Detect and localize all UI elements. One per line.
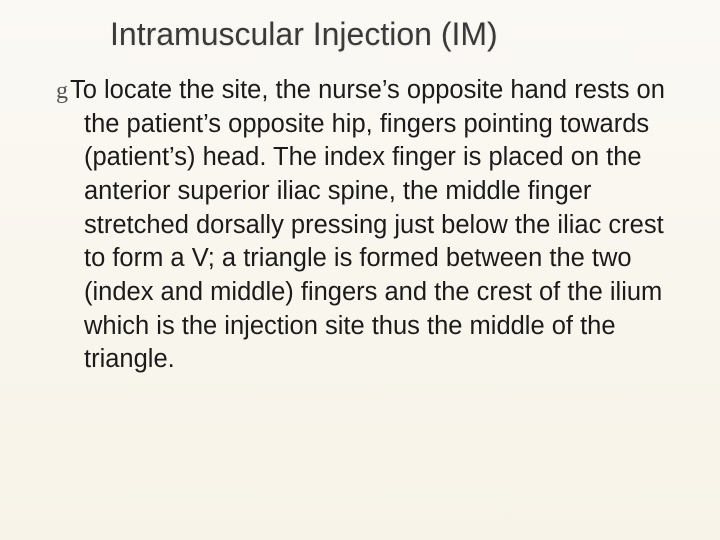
- slide-title: Intramuscular Injection (IM): [110, 16, 498, 53]
- slide-body: gTo locate the site, the nurse’s opposit…: [84, 74, 674, 377]
- body-text: To locate the site, the nurse’s opposite…: [70, 76, 665, 373]
- slide: Intramuscular Injection (IM) gTo locate …: [0, 0, 720, 540]
- swirl-bullet-icon: g: [56, 76, 70, 108]
